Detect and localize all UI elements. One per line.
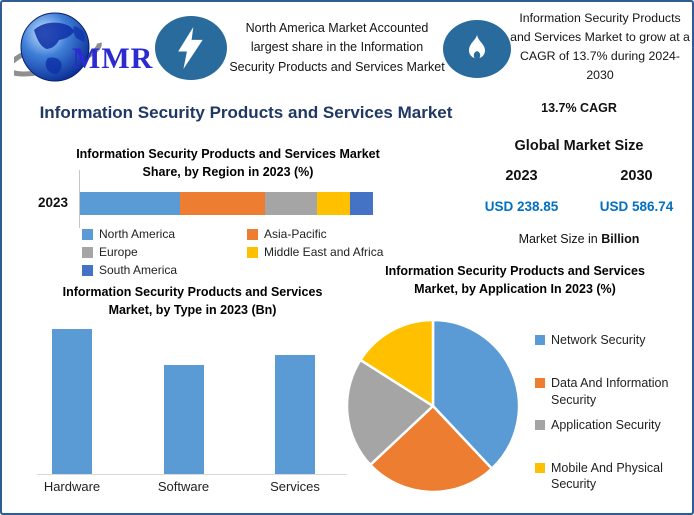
globe-icon (14, 12, 102, 82)
callout-north-america-text: North America Market Accounted largest s… (229, 20, 445, 74)
application-legend: Network Security Data And Information Sec… (535, 332, 692, 502)
legend-swatch-network-security (535, 335, 545, 345)
legend-label: South America (99, 263, 178, 277)
flame-icon (443, 20, 511, 78)
legend-label: Mobile And Physical Security (551, 460, 663, 492)
type-chart-title: Information Security Products and Servic… (62, 285, 323, 317)
mmr-logo: MMR (14, 8, 156, 88)
bar-hardware (52, 329, 92, 474)
region-stacked-bar (80, 192, 373, 215)
legend-swatch-europe (82, 246, 93, 258)
bar-services (275, 355, 315, 474)
application-pie (343, 316, 523, 496)
bar-segment-south-america (349, 192, 373, 215)
bar-segment-middle-east-and-africa (317, 192, 350, 215)
region-legend: North America Asia-Pacific Europe Middle Ea… (82, 225, 392, 279)
application-chart-title: Information Security Products and Servic… (385, 264, 645, 297)
type-chart-categories: Hardware Software Services (37, 479, 347, 497)
note-bold: Billion (601, 232, 640, 246)
legend-item-north-america: North America (82, 225, 247, 243)
pie-slice-data-and-information-security (369, 404, 494, 494)
logo-text: MMR (72, 42, 154, 75)
legend-swatch-middle-east-and-africa (247, 246, 258, 258)
year-2030: 2030 (620, 168, 653, 184)
legend-item-europe: Europe (82, 243, 247, 261)
category-label-software: Software (157, 479, 210, 494)
legend-swatch-application-security (535, 419, 545, 430)
legend-item-south-america: South America (82, 261, 247, 279)
legend-label: Asia-Pacific (264, 227, 327, 241)
legend-swatch-north-america (82, 228, 93, 240)
pie-slice-network-security (431, 318, 521, 470)
legend-label: Middle East and Africa (264, 245, 384, 259)
legend-item-middle-east-and-africa: Middle East and Africa (247, 243, 392, 261)
market-size-note: Market Size in Billion (464, 232, 692, 246)
value-2030: USD 586.74 (599, 199, 674, 214)
callout-north-america: North America Market Accounted largest s… (229, 14, 445, 82)
market-size-values: USD 238.85 USD 586.74 (464, 199, 692, 214)
bar-segment-asia-pacific (179, 192, 265, 215)
legend-label: Data And Information Security (551, 375, 669, 407)
legend-label: North America (99, 227, 176, 241)
type-chart-plot (37, 327, 347, 475)
legend-swatch-south-america (82, 264, 93, 276)
category-label-hardware: Hardware (43, 479, 101, 494)
category-label-services: Services (270, 479, 320, 494)
pie-slices (345, 318, 521, 494)
legend-item-application-security: Application Security (535, 417, 692, 434)
callout-cagr: Information Security Products and Servic… (508, 10, 692, 83)
pie-slice-mobile-and-physical-security (359, 318, 435, 408)
value-2023: USD 238.85 (484, 199, 559, 214)
cagr-value: 13.7% CAGR (541, 101, 617, 115)
market-size-years: 2023 2030 (464, 168, 692, 184)
year-2023: 2023 (505, 168, 538, 184)
pie-slice-application-security (345, 358, 435, 467)
legend-label: Europe (99, 245, 138, 259)
note-prefix: Market Size in (518, 232, 602, 246)
bar-segment-north-america (80, 192, 180, 215)
legend-item-asia-pacific: Asia-Pacific (247, 225, 392, 243)
legend-swatch-asia-pacific (247, 228, 258, 240)
legend-item-network-security: Network Security (535, 332, 692, 349)
region-chart-axis (79, 170, 80, 228)
global-market-size-title: Global Market Size (514, 138, 644, 154)
legend-item-mobile-and-physical-security: Mobile And Physical Security (535, 460, 692, 494)
page-title: Information Security Products and Servic… (39, 103, 453, 122)
legend-label: Application Security (551, 417, 661, 432)
market-size-panel: 13.7% CAGR Global Market Size 2023 2030 … (464, 2, 692, 262)
legend-swatch-data-and-information-security (535, 377, 545, 388)
legend-swatch-mobile-and-physical-security (535, 462, 545, 473)
region-chart-ylabel: 2023 (37, 195, 69, 210)
legend-label: Network Security (551, 333, 646, 347)
legend-item-data-and-information-security: Data And Information Security (535, 375, 692, 409)
bar-software (163, 365, 204, 474)
region-chart-title: Information Security Products and Servic… (76, 147, 380, 179)
callout-cagr-text: Information Security Products and Servic… (510, 10, 690, 83)
bar-segment-europe (264, 192, 318, 215)
lightning-icon (155, 16, 227, 80)
